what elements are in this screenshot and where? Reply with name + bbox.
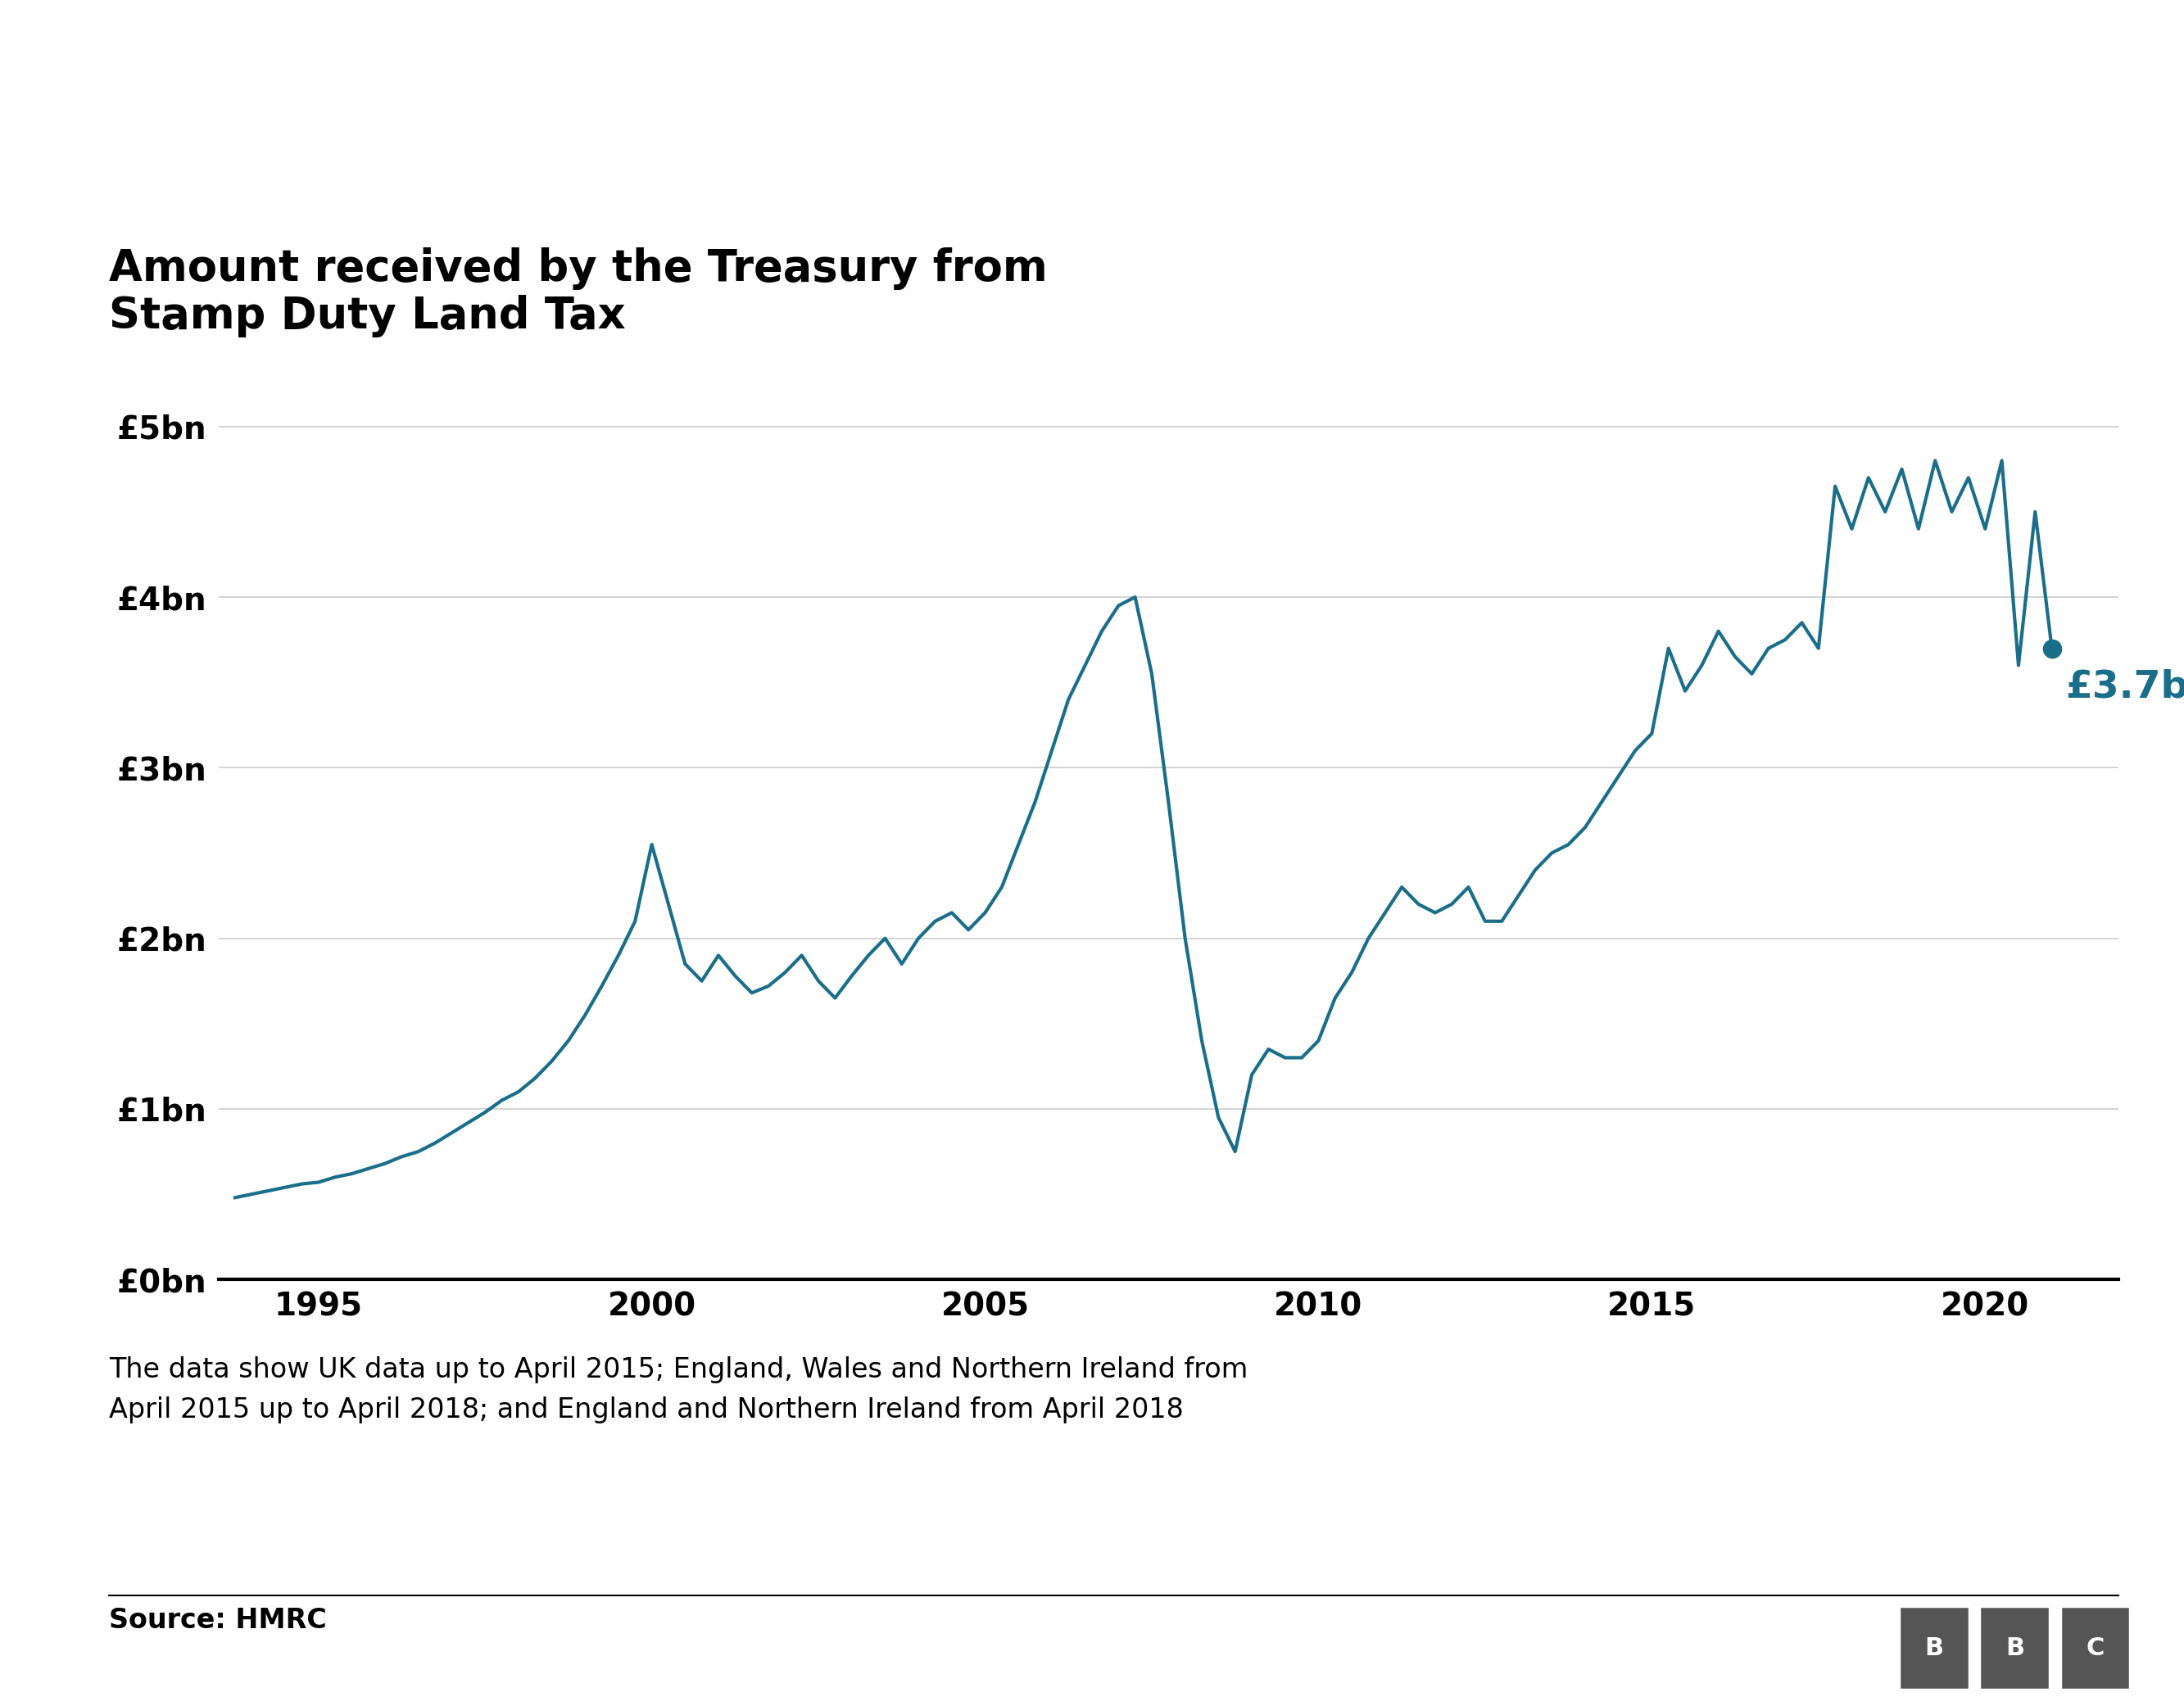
Text: Source: HMRC: Source: HMRC (109, 1607, 328, 1634)
Text: B: B (1924, 1636, 1944, 1660)
FancyBboxPatch shape (1900, 1607, 1970, 1689)
Text: B: B (2005, 1636, 2025, 1660)
FancyBboxPatch shape (2060, 1607, 2129, 1689)
Text: Amount received by the Treasury from
Stamp Duty Land Tax: Amount received by the Treasury from Sta… (109, 247, 1048, 338)
FancyBboxPatch shape (1979, 1607, 2051, 1689)
Text: The data show UK data up to April 2015; England, Wales and Northern Ireland from: The data show UK data up to April 2015; … (109, 1356, 1249, 1423)
Text: £3.7bn: £3.7bn (2066, 669, 2184, 706)
Text: C: C (2086, 1636, 2103, 1660)
